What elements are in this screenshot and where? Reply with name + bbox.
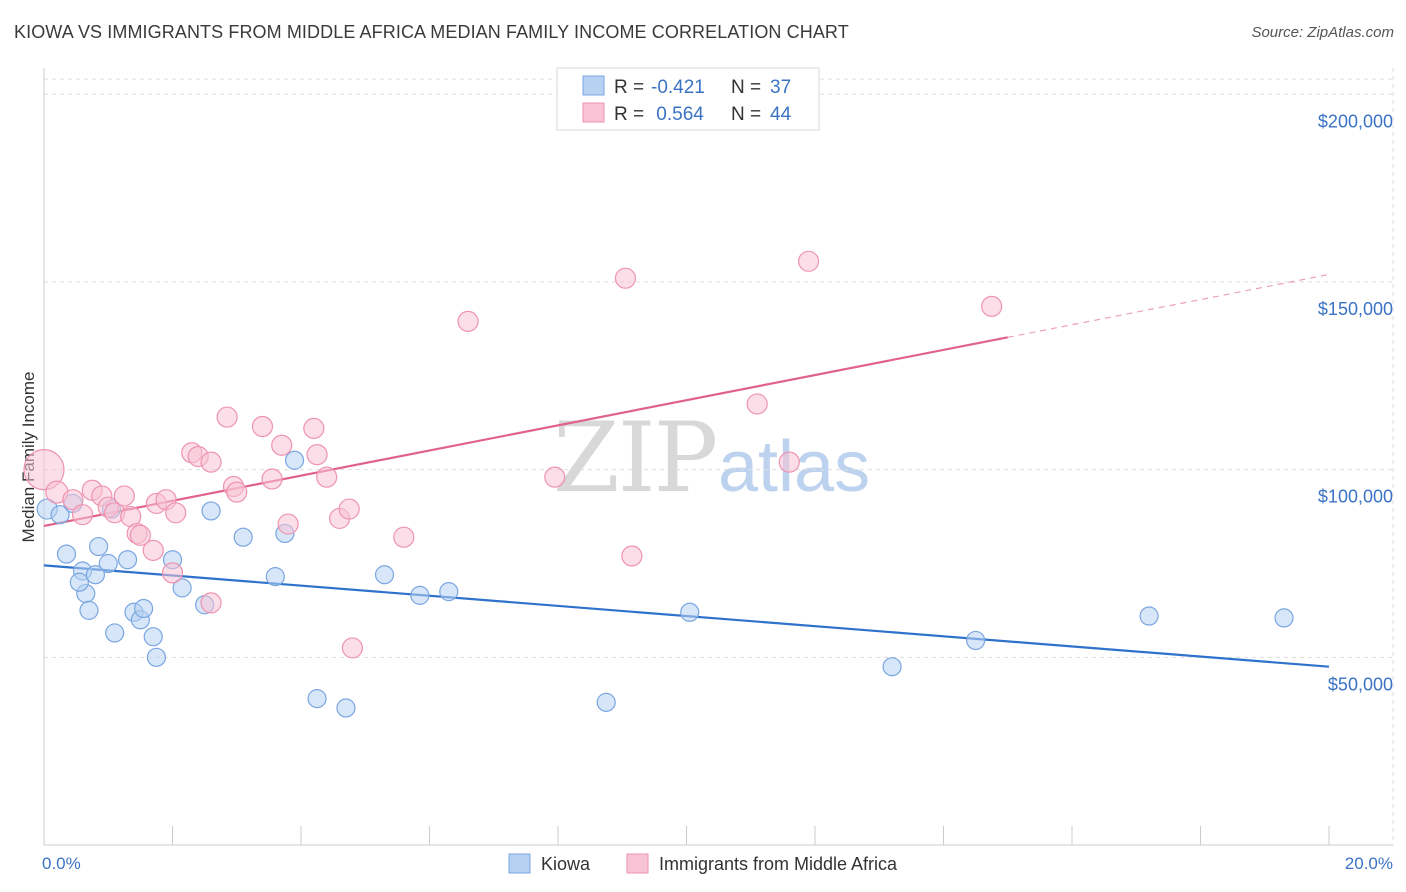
immigrants-point-42 — [981, 295, 1003, 317]
immigrants-point-8 — [113, 485, 135, 507]
data-points — [23, 250, 1294, 718]
bottom-legend: Kiowa Immigrants from Middle Africa — [508, 853, 898, 874]
trend-line-1 — [43, 336, 1008, 528]
legend-immigrants-n-label: N = — [731, 104, 761, 125]
bottom-legend-swatch-kiowa — [508, 853, 531, 874]
x-tick-label-min: 0.0% — [42, 854, 81, 873]
legend-immigrants-n-value: 44 — [770, 104, 792, 125]
immigrants-point-19 — [200, 451, 222, 473]
immigrants-point-28 — [303, 417, 325, 439]
bottom-legend-kiowa: Kiowa — [541, 854, 591, 874]
kiowa-point-5 — [89, 536, 109, 557]
kiowa-point-12 — [85, 565, 106, 585]
legend-swatch-kiowa — [582, 75, 605, 96]
immigrants-point-15 — [161, 562, 184, 584]
immigrants-point-33 — [341, 637, 363, 659]
y-tick-label-1: $100,000 — [1318, 487, 1393, 507]
immigrants-point-40 — [778, 451, 800, 473]
kiowa-point-33 — [680, 602, 700, 622]
kiowa-point-34 — [882, 657, 902, 677]
kiowa-point-28 — [336, 698, 356, 718]
immigrants-point-20 — [200, 592, 222, 614]
legend-kiowa-r-value: -0.421 — [651, 77, 705, 98]
immigrants-point-16 — [165, 502, 187, 524]
watermark-zip: ZIP — [553, 402, 716, 514]
immigrants-point-23 — [226, 481, 248, 503]
source-label: Source: ZipAtlas.com — [1251, 24, 1394, 41]
kiowa-point-36 — [1139, 606, 1159, 626]
legend-kiowa-n-label: N = — [731, 77, 761, 98]
immigrants-point-29 — [306, 444, 328, 466]
kiowa-point-37 — [1274, 608, 1294, 628]
kiowa-point-3 — [56, 544, 77, 564]
kiowa-point-10 — [98, 553, 118, 574]
kiowa-point-13 — [105, 623, 125, 643]
kiowa-point-11 — [117, 550, 138, 570]
immigrants-point-32 — [338, 498, 360, 520]
kiowa-point-26 — [284, 450, 305, 470]
legend-immigrants-r-label: R = — [614, 104, 644, 125]
kiowa-point-1 — [50, 505, 70, 525]
immigrants-point-37 — [614, 267, 637, 289]
chart-title: KIOWA VS IMMIGRANTS FROM MIDDLE AFRICA M… — [14, 22, 849, 42]
legend-box: R = -0.421 N = 37 R = 0.564 N = 44 — [556, 67, 820, 131]
bottom-legend-immigrants: Immigrants from Middle Africa — [659, 854, 898, 874]
kiowa-point-16 — [133, 598, 154, 619]
immigrants-point-35 — [457, 310, 479, 332]
kiowa-point-27 — [307, 689, 327, 709]
x-tick-label-max: 20.0% — [1345, 854, 1393, 873]
legend-kiowa-r-label: R = — [614, 77, 644, 98]
kiowa-point-23 — [233, 527, 253, 547]
y-tick-label-3: $200,000 — [1318, 111, 1393, 131]
kiowa-point-22 — [201, 501, 221, 521]
kiowa-point-8 — [79, 600, 99, 620]
immigrants-point-24 — [251, 415, 274, 438]
immigrants-point-21 — [216, 406, 238, 428]
kiowa-point-18 — [146, 647, 167, 667]
y-tick-label-2: $150,000 — [1318, 299, 1393, 319]
immigrants-point-3 — [71, 504, 94, 526]
immigrants-point-11 — [129, 524, 151, 546]
y-axis-tick-labels: $50,000 $100,000 $150,000 $200,000 — [1318, 111, 1393, 694]
immigrants-point-0 — [23, 449, 65, 491]
kiowa-point-32 — [596, 692, 616, 712]
trend-line-extension-1 — [1007, 273, 1330, 338]
immigrants-point-38 — [621, 545, 643, 567]
y-tick-label-0: $50,000 — [1328, 674, 1393, 694]
immigrants-point-39 — [746, 393, 768, 415]
kiowa-point-17 — [143, 627, 163, 647]
kiowa-point-24 — [265, 567, 285, 587]
immigrants-point-12 — [142, 539, 164, 561]
legend-kiowa-n-value: 37 — [770, 77, 791, 98]
kiowa-point-31 — [439, 582, 459, 602]
bottom-legend-swatch-immigrants — [626, 853, 649, 874]
legend-immigrants-r-value: 0.564 — [651, 104, 704, 125]
kiowa-point-7 — [69, 572, 89, 592]
immigrants-point-27 — [277, 513, 299, 535]
legend-swatch-immigrants — [582, 102, 605, 123]
immigrants-point-25 — [261, 468, 283, 490]
immigrants-point-41 — [797, 250, 820, 272]
immigrants-point-2 — [62, 489, 84, 511]
immigrants-point-30 — [316, 466, 338, 488]
kiowa-point-29 — [374, 565, 395, 585]
kiowa-point-30 — [410, 585, 430, 605]
x-axis-ticks — [43, 826, 1330, 845]
immigrants-point-26 — [271, 434, 293, 456]
immigrants-point-36 — [544, 466, 566, 488]
immigrants-point-34 — [393, 526, 415, 548]
kiowa-point-35 — [966, 630, 986, 651]
kiowa-point-20 — [172, 578, 192, 598]
